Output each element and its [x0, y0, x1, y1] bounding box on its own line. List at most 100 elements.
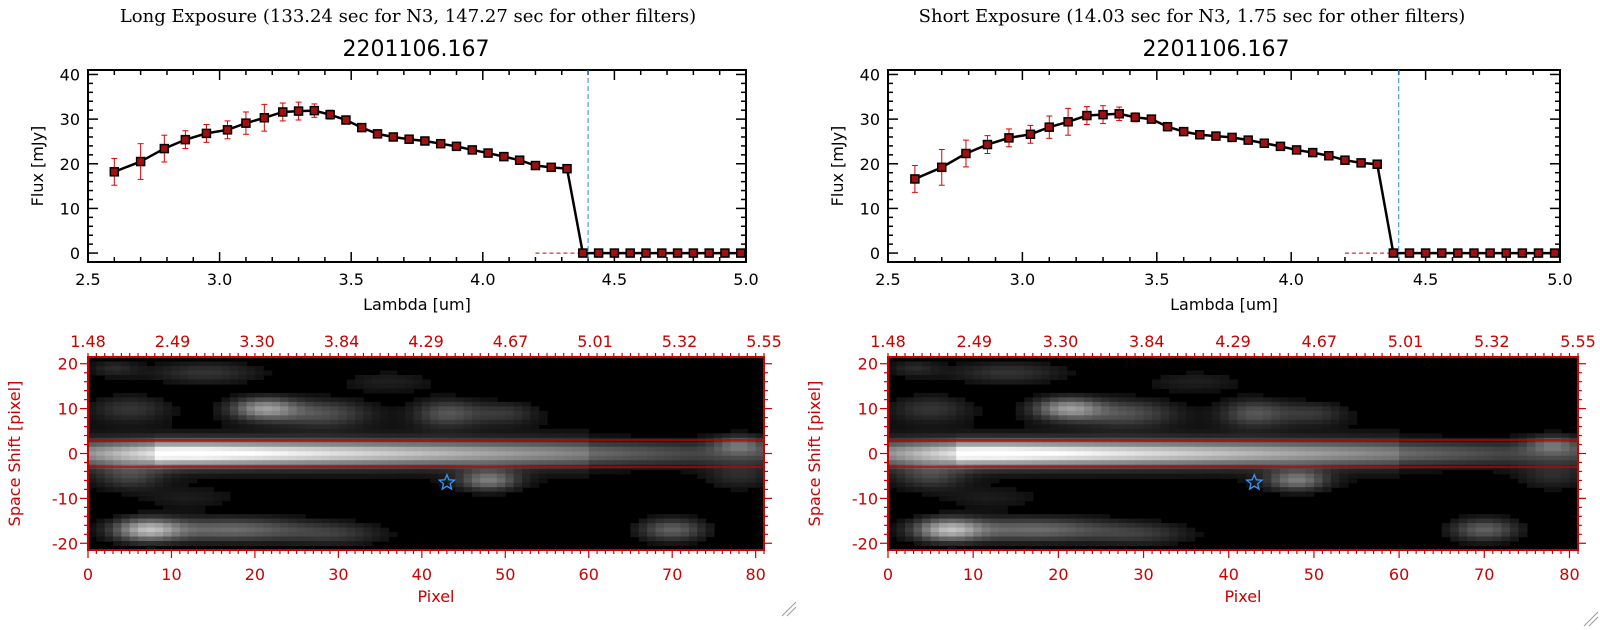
- heatmap-cell: [705, 451, 715, 457]
- heatmap-cell: [146, 433, 156, 439]
- heatmap-cell: [330, 541, 339, 547]
- heatmap-cell: [1535, 460, 1545, 466]
- heatmap-cell: [990, 446, 1000, 452]
- heatmap-cell: [188, 365, 198, 372]
- data-point: [961, 148, 971, 159]
- x-tick-label: 30: [1133, 565, 1153, 584]
- heatmap-cell: [179, 505, 189, 511]
- heatmap-cell: [1450, 523, 1460, 529]
- heatmap-cell: [129, 469, 139, 475]
- heatmap-cell: [939, 361, 949, 367]
- heatmap-cell: [1058, 469, 1068, 475]
- heatmap-cell: [1203, 415, 1213, 421]
- heatmap-cell: [413, 473, 423, 479]
- y-tick-label: -10: [852, 489, 878, 508]
- heatmap-cell: [1041, 374, 1051, 381]
- heatmap-cell: [179, 446, 189, 452]
- heatmap-cell: [1092, 532, 1102, 538]
- heatmap-cell: [171, 374, 181, 381]
- heatmap-cell: [1509, 536, 1519, 542]
- heatmap-cell: [1330, 442, 1341, 448]
- heatmap-cell: [1092, 523, 1102, 529]
- heatmap-cell: [238, 473, 248, 479]
- heatmap-cell: [1416, 455, 1426, 461]
- heatmap-cell: [271, 532, 281, 538]
- heatmap-cell: [1279, 460, 1289, 466]
- heatmap-cell: [221, 365, 231, 372]
- heatmap-cell: [296, 446, 306, 452]
- heatmap-cell: [1066, 424, 1077, 430]
- heatmap-cell: [138, 478, 148, 484]
- heatmap-cell: [888, 410, 898, 416]
- resize-grip-icon-left[interactable]: [781, 601, 797, 617]
- heatmap-cell: [338, 424, 348, 430]
- heatmap-cell: [1552, 469, 1562, 475]
- heatmap-cell: [597, 451, 607, 457]
- heatmap-cell: [188, 469, 198, 475]
- heatmap-cell: [113, 536, 122, 542]
- data-point: [372, 129, 383, 139]
- heatmap-cell: [1058, 401, 1068, 407]
- heatmap-cell: [138, 536, 148, 542]
- heatmap-cell: [196, 487, 206, 493]
- heatmap-cell: [163, 442, 173, 448]
- heatmap-cell: [1254, 460, 1264, 466]
- x-tick-label: 40: [412, 565, 432, 584]
- heatmap-cell: [1007, 473, 1017, 479]
- heatmap-cell: [471, 401, 481, 407]
- heatmap-cell: [605, 433, 615, 439]
- heatmap-cell: [1058, 410, 1068, 416]
- heatmap-cell: [705, 455, 715, 461]
- data-point: [1436, 248, 1447, 258]
- heatmap-cell: [163, 527, 173, 533]
- heatmap-cell: [1348, 415, 1358, 421]
- heatmap-cell: [1135, 419, 1145, 425]
- heatmap-cell: [1330, 406, 1341, 412]
- heatmap-cell: [1186, 406, 1196, 412]
- heatmap-cell: [755, 446, 765, 452]
- heatmap-cell: [1203, 379, 1213, 385]
- heatmap-cell: [981, 365, 991, 372]
- heatmap-cell: [1220, 455, 1230, 461]
- heatmap-cell: [1066, 410, 1077, 416]
- heatmap-cell: [555, 469, 565, 475]
- heatmap-cell: [271, 397, 281, 403]
- heatmap-cell: [179, 370, 189, 376]
- heatmap-cell: [346, 424, 356, 430]
- resize-grip-icon-right[interactable]: [1583, 611, 1599, 627]
- heatmap-cell: [1126, 451, 1136, 457]
- heatmap-cell: [288, 460, 298, 466]
- heatmap-cell: [922, 365, 932, 372]
- heatmap-cell: [430, 419, 440, 425]
- heatmap-cell: [680, 527, 690, 533]
- y-axis-label: Space Shift [pixel]: [805, 381, 824, 527]
- heatmap-cell: [1194, 473, 1204, 479]
- heatmap-cell: [588, 433, 598, 439]
- heatmap-cell: [638, 527, 648, 533]
- heatmap-cell: [1373, 455, 1383, 461]
- heatmap-cell: [1203, 442, 1213, 448]
- heatmap-cell: [939, 536, 949, 542]
- heatmap-cell: [446, 410, 456, 416]
- heatmap-cell: [296, 392, 306, 398]
- heatmap-cell: [1288, 451, 1298, 457]
- heatmap-cell: [1475, 518, 1485, 524]
- heatmap-cell: [1160, 442, 1170, 448]
- heatmap-cell: [221, 491, 231, 497]
- heatmap-cell: [121, 455, 131, 461]
- heatmap-cell: [947, 442, 957, 448]
- heatmap-cell: [346, 379, 356, 385]
- heatmap-cell: [146, 523, 156, 529]
- heatmap-cell: [1288, 478, 1298, 484]
- heatmap-cell: [964, 433, 974, 439]
- heatmap-cell: [755, 455, 765, 461]
- heatmap-cell: [1015, 455, 1025, 461]
- heatmap-cell: [188, 532, 198, 538]
- heatmap-cell: [1467, 514, 1477, 520]
- heatmap-cell: [572, 433, 581, 439]
- heatmap-cell: [288, 401, 298, 407]
- heatmap-cell: [121, 478, 131, 484]
- heatmap-cell: [229, 514, 239, 520]
- heatmap-cell: [138, 401, 148, 407]
- heatmap-cell: [905, 406, 915, 412]
